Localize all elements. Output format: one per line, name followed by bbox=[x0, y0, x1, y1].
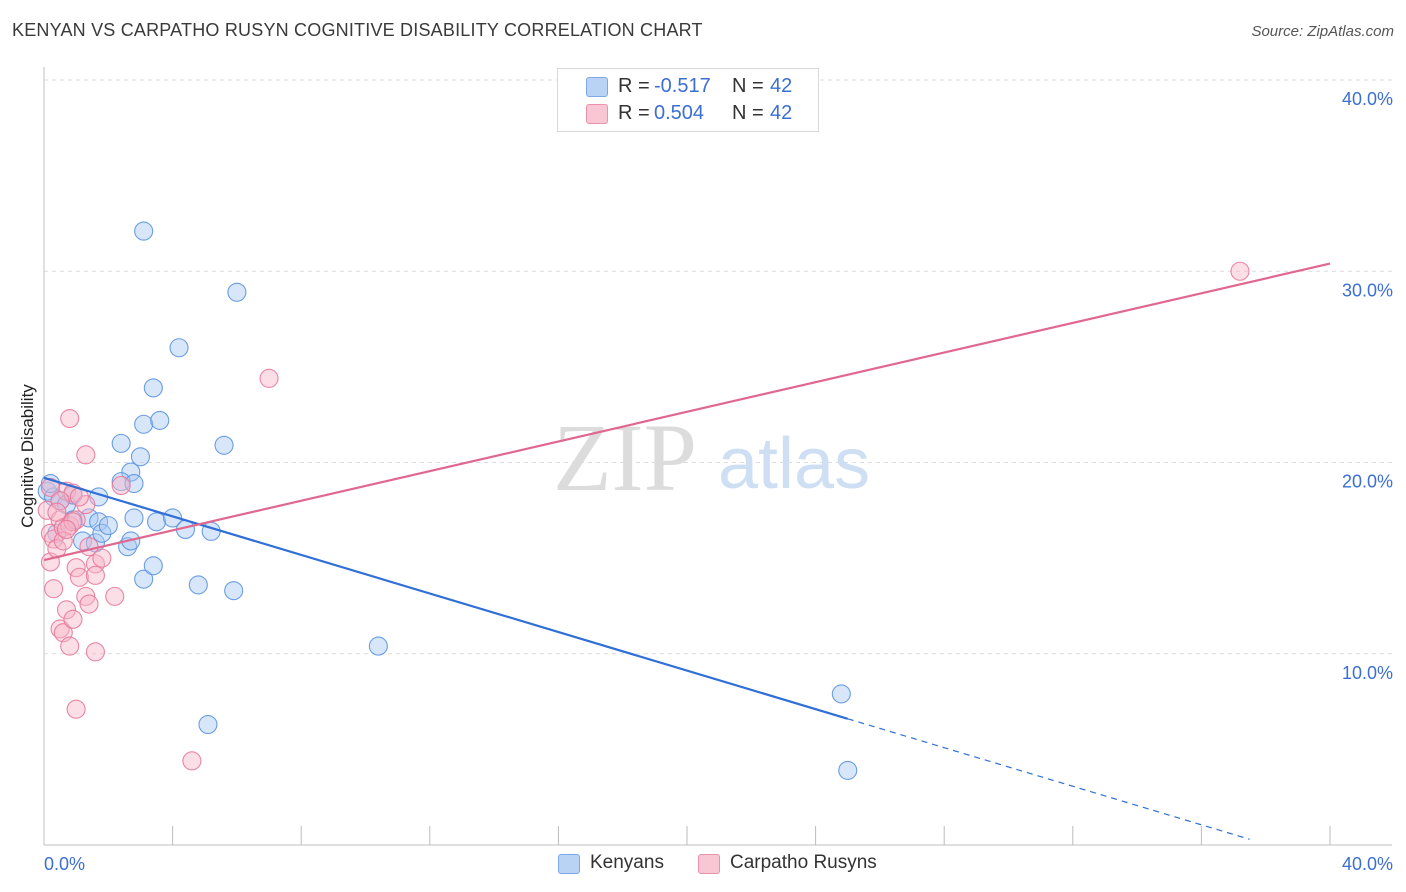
point-kenyans bbox=[143, 378, 163, 398]
point-carpatho-rusyns bbox=[259, 368, 279, 388]
point-carpatho-rusyns bbox=[1230, 261, 1250, 281]
point-carpatho-rusyns bbox=[44, 579, 64, 599]
stats-n-label: N = bbox=[732, 75, 764, 97]
stats-r-label: R = bbox=[618, 75, 650, 97]
legend-swatch-carpatho-rusyns bbox=[698, 854, 720, 874]
watermark: ZIP atlas bbox=[553, 404, 870, 511]
trend-line-kenyans bbox=[43, 476, 849, 720]
stats-r-value: -0.517 bbox=[654, 75, 711, 97]
watermark-atlas: atlas bbox=[718, 424, 870, 504]
point-carpatho-rusyns bbox=[69, 567, 89, 587]
trend-line-carpatho-rusyns bbox=[43, 262, 1331, 562]
point-carpatho-rusyns bbox=[111, 475, 131, 496]
point-kenyans bbox=[188, 575, 208, 595]
point-carpatho-rusyns bbox=[182, 751, 202, 771]
point-carpatho-rusyns bbox=[60, 408, 80, 429]
stats-swatch-carpatho-rusyns bbox=[586, 103, 608, 124]
trend-line-kenyans-extension bbox=[847, 718, 1250, 840]
point-kenyans bbox=[368, 636, 388, 656]
legend-label-kenyans: Kenyans bbox=[590, 852, 664, 873]
point-kenyans bbox=[227, 282, 247, 302]
point-kenyans bbox=[111, 433, 131, 453]
trend-lines bbox=[43, 262, 1331, 840]
point-kenyans bbox=[214, 435, 234, 455]
point-carpatho-rusyns bbox=[50, 491, 70, 511]
point-kenyans bbox=[121, 462, 141, 482]
point-carpatho-rusyns bbox=[37, 500, 57, 520]
point-carpatho-rusyns bbox=[47, 502, 67, 522]
point-carpatho-rusyns bbox=[85, 642, 105, 662]
stats-r-value: 0.504 bbox=[654, 102, 705, 124]
point-carpatho-rusyns bbox=[63, 609, 83, 629]
point-carpatho-rusyns bbox=[56, 600, 77, 620]
point-kenyans bbox=[146, 512, 167, 532]
point-kenyans bbox=[224, 581, 244, 601]
data-points bbox=[37, 221, 1250, 780]
y-tick-label: 20.0% bbox=[1342, 472, 1393, 492]
chart-title: KENYAN VS CARPATHO RUSYN COGNITIVE DISAB… bbox=[12, 20, 703, 40]
point-kenyans bbox=[169, 338, 189, 358]
legend-label-carpatho-rusyns: Carpatho Rusyns bbox=[730, 852, 877, 873]
point-carpatho-rusyns bbox=[85, 565, 105, 585]
point-kenyans bbox=[134, 414, 154, 434]
point-kenyans bbox=[92, 523, 112, 543]
point-kenyans bbox=[134, 569, 154, 589]
correlation-stats-box: R = -0.517 N = 42 R = 0.504 N = 42 bbox=[557, 68, 819, 132]
y-tick-label: 10.0% bbox=[1342, 663, 1393, 683]
point-kenyans bbox=[831, 684, 851, 704]
stats-swatch-kenyans bbox=[586, 76, 608, 97]
point-kenyans bbox=[838, 760, 858, 780]
point-carpatho-rusyns bbox=[76, 495, 96, 515]
y-tick-label: 40.0% bbox=[1342, 89, 1393, 109]
point-carpatho-rusyns bbox=[56, 519, 77, 539]
point-carpatho-rusyns bbox=[53, 531, 73, 551]
point-kenyans bbox=[89, 512, 109, 532]
y-tick-label: 30.0% bbox=[1342, 280, 1393, 300]
point-carpatho-rusyns bbox=[79, 594, 99, 614]
point-carpatho-rusyns bbox=[40, 477, 60, 497]
axes bbox=[43, 67, 1392, 846]
stats-n-label: N = bbox=[732, 102, 764, 124]
point-carpatho-rusyns bbox=[76, 586, 96, 606]
point-kenyans bbox=[198, 714, 218, 735]
point-carpatho-rusyns bbox=[60, 636, 80, 656]
chart-source: Source: ZipAtlas.com bbox=[1251, 23, 1394, 40]
point-kenyans bbox=[134, 221, 154, 241]
legend-swatch-kenyans bbox=[558, 854, 580, 874]
point-carpatho-rusyns bbox=[76, 445, 96, 465]
gridlines bbox=[44, 79, 1392, 655]
watermark-zip: ZIP bbox=[553, 404, 697, 511]
x-tick-label: 0.0% bbox=[44, 854, 85, 874]
point-kenyans bbox=[150, 410, 170, 430]
point-carpatho-rusyns bbox=[66, 699, 86, 719]
x-tick-label: 40.0% bbox=[1342, 854, 1393, 874]
stats-n-value: 42 bbox=[770, 102, 793, 124]
point-kenyans bbox=[124, 508, 144, 528]
point-kenyans bbox=[143, 556, 163, 576]
stats-r-label: R = bbox=[618, 102, 650, 124]
point-carpatho-rusyns bbox=[50, 619, 70, 639]
stats-n-value: 42 bbox=[770, 75, 793, 97]
point-kenyans bbox=[130, 447, 150, 467]
point-carpatho-rusyns bbox=[63, 512, 83, 532]
point-carpatho-rusyns bbox=[66, 510, 86, 530]
point-carpatho-rusyns bbox=[92, 548, 112, 568]
point-kenyans bbox=[98, 516, 118, 536]
point-carpatho-rusyns bbox=[105, 586, 125, 606]
tick-labels: 10.0% 20.0% 30.0% 40.0% 0.0% 40.0% bbox=[44, 89, 1393, 874]
